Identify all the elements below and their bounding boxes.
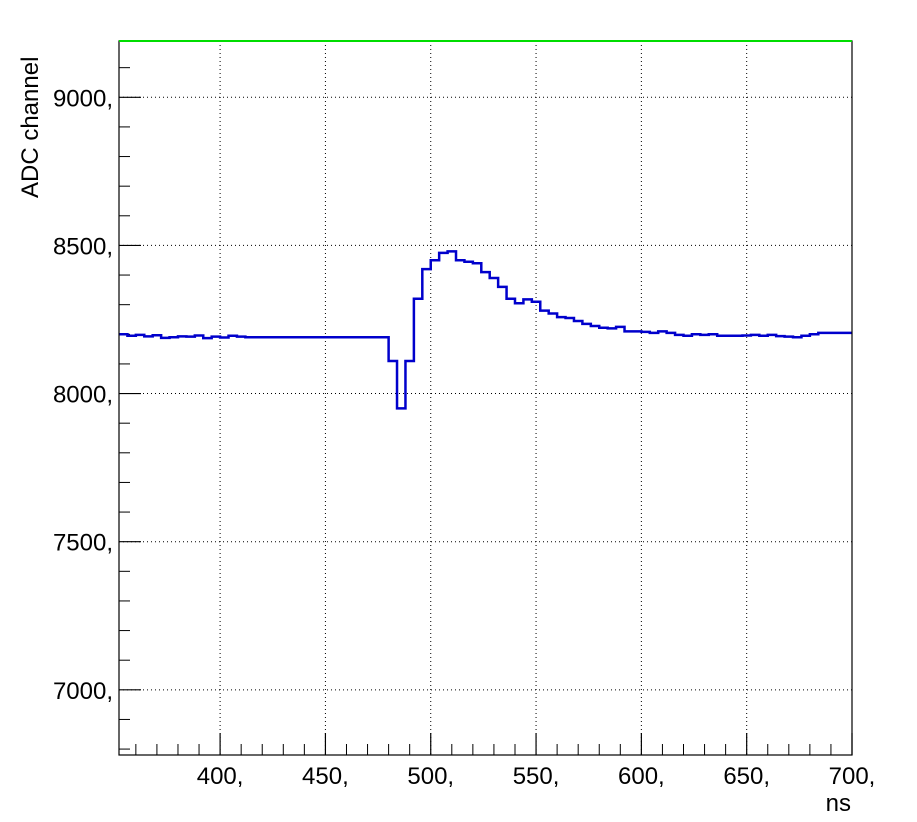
x-tick-label: 450, bbox=[302, 763, 349, 790]
x-tick-labels: 400, 450, 500, 550, 600, 650, 700, bbox=[197, 763, 876, 790]
y-tick-label: 7000, bbox=[53, 678, 113, 705]
x-tick-label: 400, bbox=[197, 763, 244, 790]
x-tick-label: 650, bbox=[723, 763, 770, 790]
x-tick-label: 550, bbox=[513, 763, 560, 790]
x-tick-label: 600, bbox=[618, 763, 665, 790]
y-axis-title: ADC channel bbox=[17, 57, 44, 198]
minor-ticks bbox=[119, 67, 832, 755]
x-tick-label: 700, bbox=[829, 763, 876, 790]
major-ticks bbox=[119, 96, 853, 755]
series-line bbox=[119, 250, 852, 410]
x-axis-title: ns bbox=[826, 790, 851, 817]
x-tick-label: 500, bbox=[407, 763, 454, 790]
y-tick-label: 8000, bbox=[53, 382, 113, 409]
y-tick-label: 8500, bbox=[53, 233, 113, 260]
y-tick-label: 7500, bbox=[53, 530, 113, 557]
grid bbox=[119, 41, 852, 755]
y-tick-labels: 7000, 7500, 8000, 8500, 9000, bbox=[53, 85, 113, 705]
y-tick-label: 9000, bbox=[53, 85, 113, 112]
plot-frame bbox=[118, 40, 853, 756]
